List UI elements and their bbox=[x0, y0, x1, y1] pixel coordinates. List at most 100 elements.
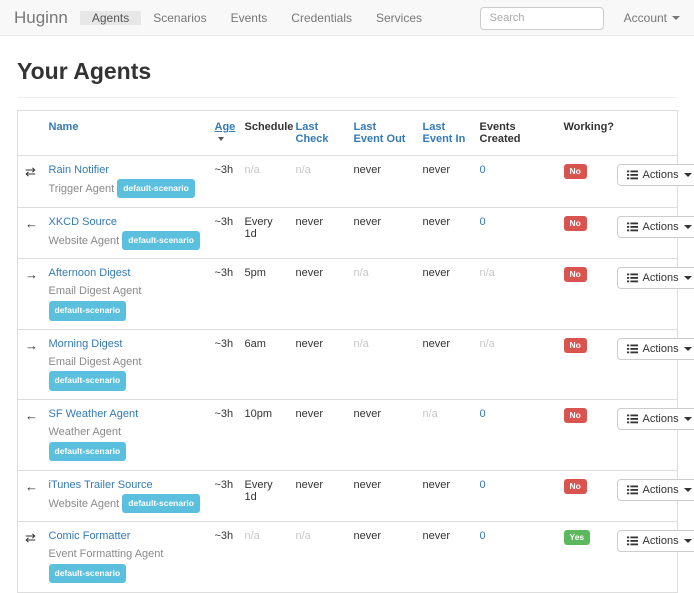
actions-button-label: Actions bbox=[643, 221, 679, 233]
agent-name-link[interactable]: Comic Formatter bbox=[49, 530, 131, 542]
last-check-cell: never bbox=[289, 259, 347, 329]
status-badge: No bbox=[564, 408, 587, 423]
navbar: Huginn Agents Scenarios Events Credentia… bbox=[0, 0, 694, 36]
table-row: → Morning Digest Email Digest Agent defa… bbox=[18, 329, 678, 399]
last-event-out-cell: n/a bbox=[347, 259, 416, 329]
last-event-out-cell: never bbox=[347, 470, 416, 522]
sort-by-name[interactable]: Name bbox=[49, 121, 79, 133]
header-schedule: Schedule bbox=[238, 111, 289, 156]
sort-by-last-event-out[interactable]: Last Event Out bbox=[354, 121, 406, 145]
last-event-in-cell: never bbox=[416, 522, 473, 592]
chevron-down-icon bbox=[672, 16, 680, 20]
age-cell: ~3h bbox=[208, 207, 238, 259]
actions-button-label: Actions bbox=[643, 272, 679, 284]
arrow-left-icon: ← bbox=[25, 216, 38, 231]
sort-by-last-check[interactable]: Last Check bbox=[296, 121, 329, 145]
sort-by-last-event-in[interactable]: Last Event In bbox=[423, 121, 466, 145]
main-nav: Agents Scenarios Events Credentials Serv… bbox=[80, 0, 434, 35]
age-cell: ~3h bbox=[208, 470, 238, 522]
nav-item-services[interactable]: Services bbox=[364, 11, 434, 25]
agent-name-link[interactable]: SF Weather Agent bbox=[49, 408, 139, 420]
list-icon bbox=[627, 273, 638, 283]
arrow-left-icon: ← bbox=[25, 479, 38, 494]
last-check-cell: n/a bbox=[289, 156, 347, 208]
age-cell: ~3h bbox=[208, 522, 238, 592]
actions-button[interactable]: Actions bbox=[617, 164, 694, 186]
nav-item-agents[interactable]: Agents bbox=[80, 11, 141, 25]
age-cell: ~3h bbox=[208, 400, 238, 470]
actions-button[interactable]: Actions bbox=[617, 408, 694, 430]
age-cell: ~3h bbox=[208, 156, 238, 208]
table-row: ← SF Weather Agent Weather Agent default… bbox=[18, 400, 678, 470]
events-created-link[interactable]: 0 bbox=[480, 530, 486, 542]
scenario-badge[interactable]: default-scenario bbox=[122, 231, 200, 250]
scenario-badge[interactable]: default-scenario bbox=[49, 564, 127, 583]
agent-type: Event Formatting Agent bbox=[49, 548, 164, 560]
last-event-in-cell: never bbox=[416, 207, 473, 259]
icon-column-header bbox=[18, 111, 42, 156]
account-label: Account bbox=[624, 11, 667, 25]
age-cell: ~3h bbox=[208, 329, 238, 399]
agent-name-link[interactable]: Afternoon Digest bbox=[49, 267, 131, 279]
agent-name-link[interactable]: XKCD Source bbox=[49, 216, 117, 228]
list-icon bbox=[627, 222, 638, 232]
list-icon bbox=[627, 485, 638, 495]
events-created-link[interactable]: 0 bbox=[480, 164, 486, 176]
nav-item-credentials[interactable]: Credentials bbox=[279, 11, 364, 25]
events-created-link[interactable]: 0 bbox=[480, 216, 486, 228]
sort-caret-icon bbox=[218, 137, 224, 141]
agent-name-link[interactable]: Morning Digest bbox=[49, 338, 123, 350]
actions-column-header bbox=[610, 111, 678, 156]
scenario-badge[interactable]: default-scenario bbox=[49, 301, 127, 320]
transfer-icon: ⇄ bbox=[25, 530, 36, 545]
scenario-badge[interactable]: default-scenario bbox=[49, 371, 127, 390]
actions-button-label: Actions bbox=[643, 484, 679, 496]
age-cell: ~3h bbox=[208, 259, 238, 329]
search-input[interactable] bbox=[480, 7, 604, 30]
schedule-cell: Every 1d bbox=[238, 470, 289, 522]
status-badge: No bbox=[564, 338, 587, 353]
last-event-out-cell: never bbox=[347, 400, 416, 470]
nav-item-events[interactable]: Events bbox=[219, 11, 280, 25]
agent-type: Email Digest Agent bbox=[49, 285, 142, 297]
schedule-cell: Every 1d bbox=[238, 207, 289, 259]
brand-logo[interactable]: Huginn bbox=[0, 0, 80, 35]
status-badge: No bbox=[564, 164, 587, 179]
schedule-cell: 5pm bbox=[238, 259, 289, 329]
actions-button[interactable]: Actions bbox=[617, 338, 694, 360]
last-check-cell: never bbox=[289, 207, 347, 259]
scenario-badge[interactable]: default-scenario bbox=[49, 442, 127, 461]
agent-name-link[interactable]: iTunes Trailer Source bbox=[49, 479, 153, 491]
scenario-badge[interactable]: default-scenario bbox=[122, 494, 200, 513]
last-check-cell: never bbox=[289, 470, 347, 522]
actions-button[interactable]: Actions bbox=[617, 530, 694, 552]
schedule-cell: n/a bbox=[238, 156, 289, 208]
actions-button[interactable]: Actions bbox=[617, 267, 694, 289]
table-row: ⇄ Rain Notifier Trigger Agent default-sc… bbox=[18, 156, 678, 208]
agent-name-link[interactable]: Rain Notifier bbox=[49, 164, 110, 176]
chevron-down-icon bbox=[684, 225, 692, 229]
events-created-link[interactable]: 0 bbox=[480, 479, 486, 491]
events-created-cell: n/a bbox=[473, 259, 557, 329]
page-title: Your Agents bbox=[17, 58, 677, 85]
last-check-cell: never bbox=[289, 329, 347, 399]
chevron-down-icon bbox=[684, 347, 692, 351]
sort-by-age[interactable]: Age bbox=[215, 121, 236, 133]
nav-item-scenarios[interactable]: Scenarios bbox=[141, 11, 218, 25]
last-event-out-cell: n/a bbox=[347, 329, 416, 399]
arrow-left-icon: ← bbox=[25, 408, 38, 423]
status-badge: No bbox=[564, 216, 587, 231]
header-working: Working? bbox=[557, 111, 610, 156]
account-menu[interactable]: Account bbox=[604, 11, 694, 25]
scenario-badge[interactable]: default-scenario bbox=[117, 179, 195, 198]
last-event-in-cell: never bbox=[416, 470, 473, 522]
chevron-down-icon bbox=[684, 276, 692, 280]
agent-type: Website Agent bbox=[49, 498, 120, 510]
chevron-down-icon bbox=[684, 417, 692, 421]
actions-button-label: Actions bbox=[643, 535, 679, 547]
last-event-in-cell: n/a bbox=[416, 400, 473, 470]
actions-button[interactable]: Actions bbox=[617, 216, 694, 238]
actions-button[interactable]: Actions bbox=[617, 479, 694, 501]
table-row: ← iTunes Trailer Source Website Agent de… bbox=[18, 470, 678, 522]
events-created-link[interactable]: 0 bbox=[480, 408, 486, 420]
